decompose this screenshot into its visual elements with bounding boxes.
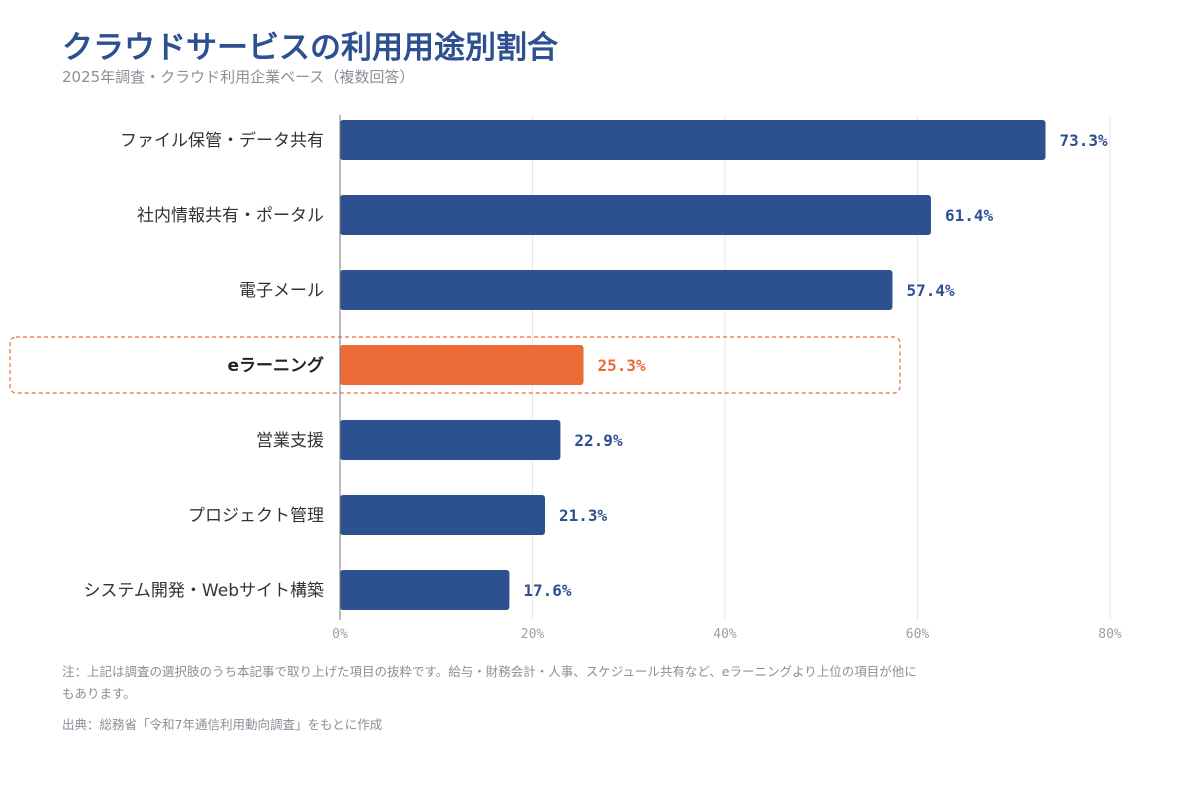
bar-3 bbox=[340, 345, 584, 385]
x-tick-labels: 0% 20% 40% 60% 80% bbox=[332, 627, 1122, 642]
x-tick-label-0: 0% bbox=[332, 627, 348, 642]
highlight-frame bbox=[9, 336, 901, 394]
value-label-1: 61.4% bbox=[945, 206, 994, 225]
bars bbox=[340, 120, 1046, 610]
bar-1 bbox=[340, 195, 931, 235]
bar-2 bbox=[340, 270, 893, 310]
category-label-0: ファイル保管・データ共有 bbox=[120, 130, 324, 151]
value-label-5: 21.3% bbox=[559, 506, 608, 525]
value-label-3: 25.3% bbox=[598, 356, 647, 375]
bar-5 bbox=[340, 495, 546, 535]
value-label-4: 22.9% bbox=[574, 431, 623, 450]
category-label-5: プロジェクト管理 bbox=[188, 506, 324, 526]
category-label-1: 社内情報共有・ポータル bbox=[137, 206, 324, 226]
chart-title: クラウドサービスの利用用途別割合 bbox=[62, 30, 558, 66]
value-label-0: 73.3% bbox=[1060, 131, 1109, 150]
chart-subtitle: 2025年調査・クラウド利用企業ベース（複数回答） bbox=[62, 68, 415, 86]
category-label-4: 営業支援 bbox=[256, 431, 324, 451]
bar-6 bbox=[340, 570, 510, 610]
value-label-2: 57.4% bbox=[906, 281, 955, 300]
highlight-frame-layer bbox=[9, 336, 901, 394]
bar-0 bbox=[340, 120, 1046, 160]
x-tick-label-1: 20% bbox=[521, 627, 545, 642]
value-label-6: 17.6% bbox=[523, 581, 572, 600]
category-label-2: 電子メール bbox=[239, 281, 324, 301]
bar-4 bbox=[340, 420, 561, 460]
category-label-3: eラーニング bbox=[227, 355, 324, 376]
x-tick-label-2: 40% bbox=[713, 627, 737, 642]
source-note: 出典：総務省「令和7年通信利用動向調査」をもとに作成 bbox=[62, 717, 383, 732]
x-tick-label-3: 60% bbox=[906, 627, 930, 642]
value-labels: 73.3% 61.4% 57.4% 25.3% 22.9% 21.3% 17.6% bbox=[523, 131, 1108, 600]
footnote: 注：上記は調査の選択肢のうち本記事で取り上げた項目の抜粋です。給与・財務会計・人… bbox=[62, 664, 917, 701]
x-tick-label-4: 80% bbox=[1098, 627, 1122, 642]
category-label-6: システム開発・Webサイト構築 bbox=[83, 581, 324, 601]
